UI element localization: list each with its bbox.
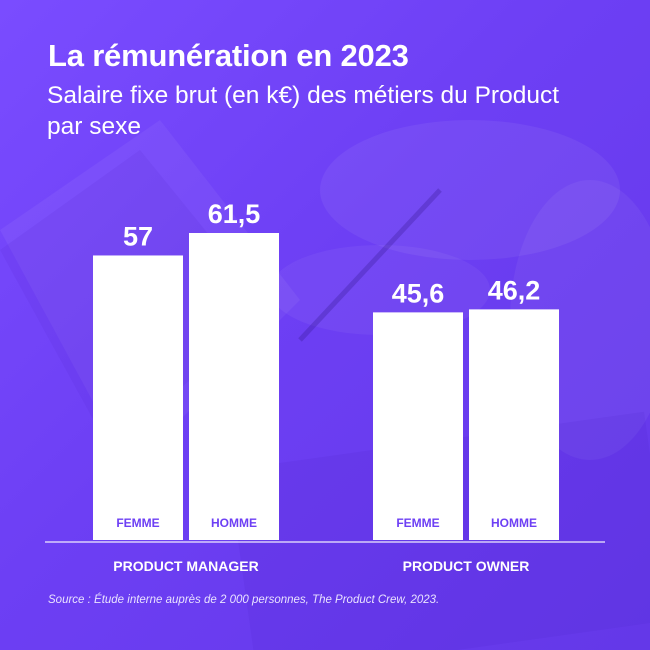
bar-value-label: 57: [123, 221, 153, 251]
source-note: Source : Étude interne auprès de 2 000 p…: [48, 594, 440, 606]
bar-value-label: 61,5: [208, 199, 261, 229]
bar-2-homme: [469, 309, 559, 540]
bar-value-label: 46,2: [488, 275, 541, 305]
chart-title: La rémunération en 2023: [48, 38, 409, 73]
bar-category-label: HOMME: [211, 516, 257, 530]
group-label: PRODUCT MANAGER: [113, 558, 258, 574]
bar-value-label: 45,6: [392, 278, 445, 308]
group-label: PRODUCT OWNER: [403, 558, 530, 574]
bar-1-femme: [93, 255, 183, 540]
bar-2-femme: [373, 312, 463, 540]
bar-category-label: FEMME: [396, 516, 439, 530]
bar-1-homme: [189, 233, 279, 540]
bar-category-label: FEMME: [116, 516, 159, 530]
bar-category-label: HOMME: [491, 516, 537, 530]
chart-subtitle: Salaire fixe brut (en k€) des métiers du…: [47, 82, 560, 140]
